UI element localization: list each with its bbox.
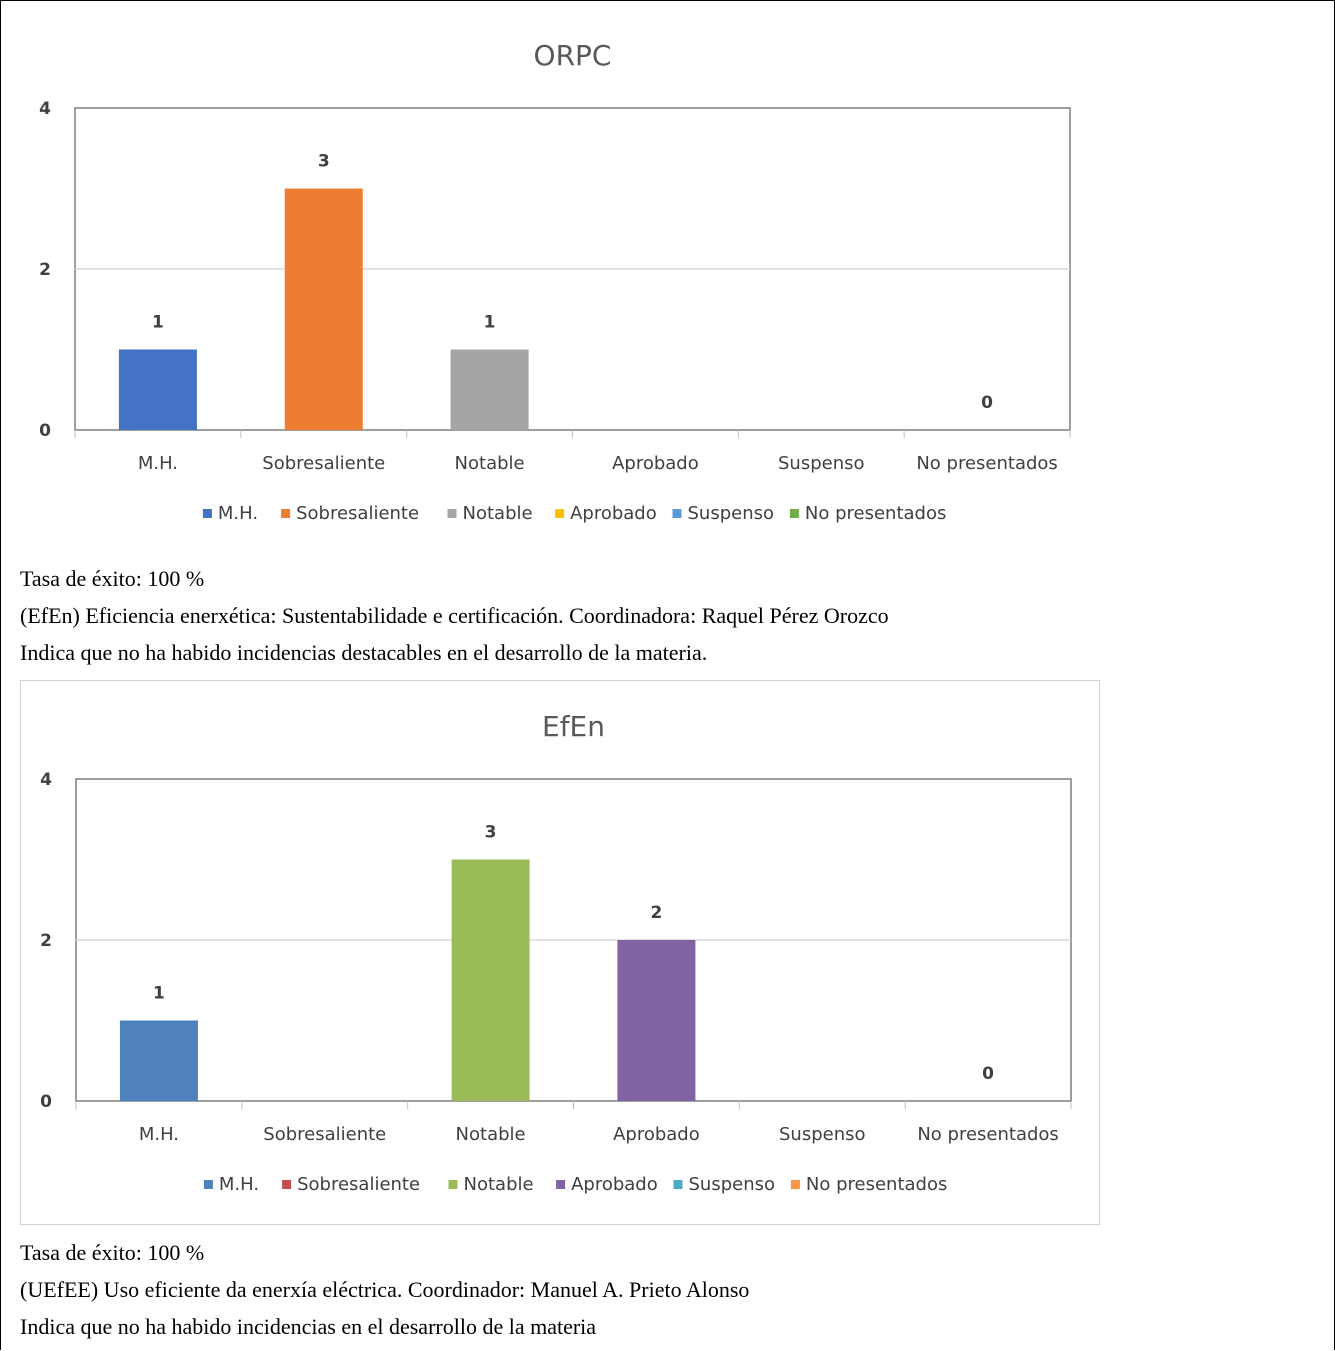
y-tick-label: 4 bbox=[39, 99, 51, 119]
x-category-label: Notable bbox=[455, 453, 525, 474]
legend-swatch bbox=[447, 509, 457, 518]
data-label: 0 bbox=[981, 393, 993, 413]
data-label: 3 bbox=[318, 152, 330, 172]
data-label: 1 bbox=[152, 313, 164, 333]
y-tick-label: 0 bbox=[40, 1092, 52, 1112]
legend-label: Sobresaliente bbox=[296, 503, 419, 524]
legend-swatch bbox=[673, 1180, 683, 1189]
legend-swatch bbox=[672, 509, 682, 518]
legend-swatch bbox=[202, 509, 212, 518]
bar bbox=[118, 349, 197, 430]
data-label: 1 bbox=[153, 984, 165, 1004]
efen-heading: (EfEn) Eficiencia enerxética: Sustentabi… bbox=[20, 603, 889, 628]
legend-swatch bbox=[789, 509, 799, 518]
legend-label: Notable bbox=[464, 1174, 534, 1195]
success-rate-efen: Tasa de éxito: 100 % bbox=[20, 1240, 205, 1265]
uefee-heading: (UEfEE) Uso eficiente da enerxía eléctri… bbox=[20, 1277, 750, 1302]
legend-label: Suspenso bbox=[688, 503, 775, 524]
efen-note: Indica que no ha habido incidencias dest… bbox=[20, 640, 708, 665]
legend-swatch bbox=[203, 1180, 213, 1189]
x-category-label: M.H. bbox=[139, 1124, 179, 1145]
efen-chart: EfEn 0 2 4 1 M.H. Sobresaliente 3 Notable 2 Aproba… bbox=[20, 680, 1100, 1225]
x-category-label: No presentados bbox=[916, 453, 1057, 474]
chart-title: EfEn bbox=[542, 710, 605, 743]
bar bbox=[617, 940, 696, 1101]
data-label: 3 bbox=[485, 823, 497, 843]
legend-swatch bbox=[281, 509, 291, 518]
legend-swatch bbox=[448, 1180, 458, 1189]
x-category-label: Suspenso bbox=[779, 1124, 866, 1145]
legend: M.H. Sobresaliente Notable Aprobado Suspenso… bbox=[203, 1174, 947, 1195]
y-tick-label: 2 bbox=[39, 260, 51, 280]
legend-label: Aprobado bbox=[570, 503, 657, 524]
bar bbox=[284, 188, 363, 430]
x-category-label: Aprobado bbox=[613, 1124, 700, 1145]
legend-swatch bbox=[556, 1180, 566, 1189]
chart-title: ORPC bbox=[534, 39, 612, 72]
orpc-chart-svg: ORPC 0 2 4 1 M.H. 3 Sobresaliente 1 Notable Aproba… bbox=[39, 39, 1071, 524]
orpc-chart: ORPC 0 2 4 1 M.H. 3 Sobresaliente 1 Notable Aproba… bbox=[20, 10, 1100, 550]
legend-swatch bbox=[790, 1180, 800, 1189]
legend-label: Aprobado bbox=[571, 1174, 658, 1195]
efen-chart-svg: EfEn 0 2 4 1 M.H. Sobresaliente 3 Notable 2 Aproba… bbox=[40, 710, 1072, 1195]
x-category-label: Sobresaliente bbox=[263, 1124, 386, 1145]
x-category-label: Sobresaliente bbox=[262, 453, 385, 474]
x-category-label: No presentados bbox=[917, 1124, 1058, 1145]
legend-label: No presentados bbox=[805, 503, 946, 524]
legend-swatch bbox=[282, 1180, 292, 1189]
bar bbox=[450, 349, 529, 430]
legend-label: M.H. bbox=[218, 503, 258, 524]
y-tick-label: 4 bbox=[40, 770, 52, 790]
success-rate-orpc: Tasa de éxito: 100 % bbox=[20, 566, 205, 591]
data-label: 2 bbox=[650, 903, 662, 923]
uefee-note: Indica que no ha habido incidencias en e… bbox=[20, 1314, 597, 1339]
bar bbox=[119, 1020, 198, 1101]
x-category-label: M.H. bbox=[138, 453, 178, 474]
y-tick-label: 2 bbox=[40, 931, 52, 951]
bar bbox=[451, 859, 530, 1101]
x-category-label: Notable bbox=[456, 1124, 526, 1145]
legend-label: No presentados bbox=[806, 1174, 947, 1195]
legend-label: M.H. bbox=[219, 1174, 259, 1195]
legend-label: Sobresaliente bbox=[297, 1174, 420, 1195]
y-tick-label: 0 bbox=[39, 421, 51, 441]
legend-swatch bbox=[555, 509, 565, 518]
legend-label: Suspenso bbox=[689, 1174, 776, 1195]
x-category-label: Aprobado bbox=[612, 453, 699, 474]
data-label: 0 bbox=[982, 1064, 994, 1084]
x-category-label: Suspenso bbox=[778, 453, 865, 474]
legend: M.H. Sobresaliente Notable Aprobado Suspenso… bbox=[202, 503, 946, 524]
data-label: 1 bbox=[484, 313, 496, 333]
legend-label: Notable bbox=[463, 503, 533, 524]
